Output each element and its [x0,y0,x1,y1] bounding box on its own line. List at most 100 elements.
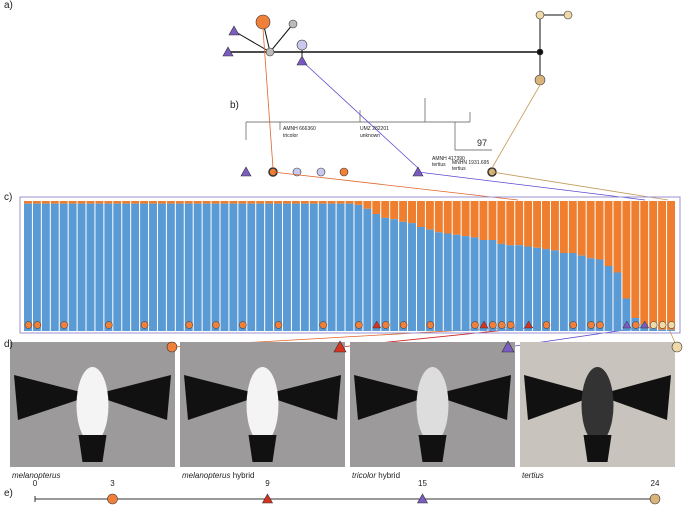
orange-segment [434,201,443,233]
blue-segment [443,233,452,331]
scale-marker [649,493,661,505]
sample-marker [649,321,658,329]
bird-photo: melanopterus [10,342,175,480]
orange-segment [408,201,416,224]
orange-segment [175,201,184,204]
caption-suffix: hybrid [376,471,400,480]
blue-segment [461,236,470,331]
orange-segment [345,201,354,204]
orange-segment [77,201,86,204]
taxon-name: tricolor [352,471,376,480]
blue-segment [184,203,193,331]
sample-marker [667,321,676,329]
blue-segment [50,203,59,331]
orange-segment [640,201,649,325]
blue-segment [506,245,515,331]
blue-segment [345,203,354,331]
blue-segment [542,249,550,331]
blue-segment [211,203,220,331]
orange-segment [586,201,595,259]
blue-segment [149,203,157,331]
sample-marker [212,321,220,329]
sample-marker [239,321,247,329]
scale-label: 3 [110,479,115,488]
sample-marker [471,321,479,329]
orange-segment [50,201,59,204]
blue-segment [131,203,140,331]
orange-segment [41,201,50,204]
orange-segment [479,201,488,240]
orange-segment [265,201,274,204]
orange-segment [506,201,515,246]
panel-label: b) [230,100,239,111]
orange-segment [595,201,604,260]
orange-segment [399,201,408,222]
blue-segment [497,243,506,331]
sample-marker [381,321,390,329]
blue-segment [479,240,488,331]
blue-segment [318,203,327,331]
taxon-name: tertius [522,471,544,480]
tree-label: unknown [360,133,380,139]
blue-segment [104,203,113,331]
blue-segment [265,203,274,331]
sample-marker [632,321,640,329]
blue-segment [399,221,408,331]
tail [78,435,107,462]
taxon-name: melanopterus [182,471,230,480]
orange-segment [104,201,113,204]
caption-suffix: hybrid [230,471,254,480]
blue-segment [604,266,613,331]
blue-segment [363,208,372,331]
orange-segment [452,201,461,235]
sample-marker [140,321,149,329]
blue-segment [309,203,318,331]
orange-segment [336,201,345,204]
body [76,367,109,443]
blue-segment [408,223,416,331]
blue-segment [658,329,667,331]
orange-segment [649,201,658,329]
orange-segment [193,201,202,204]
orange-segment [256,201,265,204]
tree-label: tertius [432,162,446,168]
blue-segment [586,258,595,331]
orange-segment [390,201,399,220]
panel-b-tree [245,98,492,151]
photo-caption: tricolor hybrid [352,471,400,480]
panel-label: d) [4,339,13,350]
orange-segment [300,201,309,204]
sample-marker [372,320,382,329]
blue-segment [157,203,166,331]
orange-segment [416,201,425,227]
sample-marker [507,321,515,329]
blue-segment [140,203,149,331]
sample-marker [399,321,408,329]
orange-segment [202,201,211,204]
sample-marker [33,321,42,329]
orange-segment [220,201,229,204]
orange-segment [149,201,157,204]
sample-marker [596,321,604,329]
panel-label: a) [4,0,13,11]
orange-segment [515,201,524,246]
sample-marker [569,321,578,329]
orange-segment [24,201,32,204]
wing [14,375,171,420]
orange-segment [577,201,586,256]
tree-label: UMZ 282201 [360,126,389,132]
orange-segment [157,201,166,204]
tail [248,435,277,462]
blue-segment [533,247,542,331]
sample-marker [622,320,632,329]
orange-segment [211,201,220,204]
orange-segment [95,201,104,204]
blue-segment [667,329,675,331]
orange-segment [470,201,479,238]
orange-segment [166,201,175,204]
scale-label: 0 [33,479,38,488]
sample-marker [426,321,435,329]
blue-segment [470,237,479,331]
sample-marker [355,321,363,329]
orange-segment [283,201,291,204]
